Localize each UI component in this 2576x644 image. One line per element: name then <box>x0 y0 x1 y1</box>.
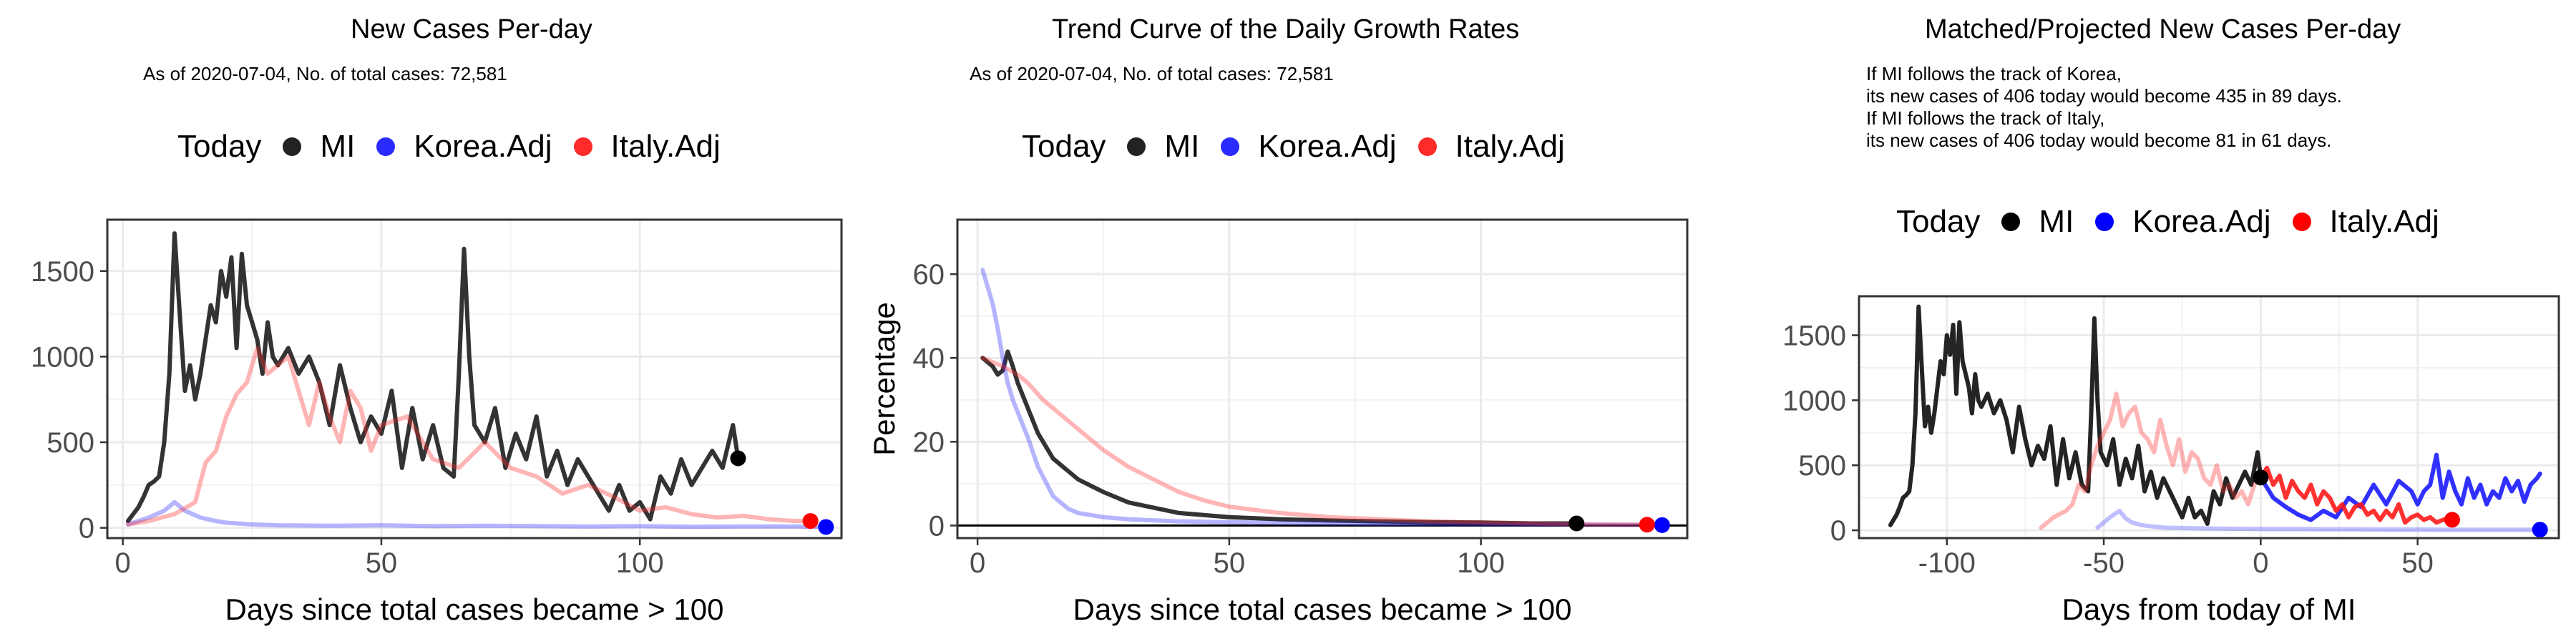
y-tick-label: 0 <box>929 510 945 542</box>
today-point-italy-adj <box>803 513 819 529</box>
y-tick-label: 0 <box>79 513 94 545</box>
y-tick-label: 1500 <box>1782 321 1846 352</box>
x-tick-label: -50 <box>2083 547 2124 579</box>
x-tick-label: 0 <box>2253 547 2268 579</box>
x-axis-title: Days since total cases became > 100 <box>225 592 724 626</box>
x-tick-label: 50 <box>2401 547 2434 579</box>
y-tick-label: 500 <box>47 427 94 459</box>
series-line-mi <box>128 233 738 521</box>
y-tick-label: 0 <box>1830 515 1846 547</box>
series-line-korea-adj <box>128 502 826 527</box>
y-tick-label: 40 <box>913 343 945 374</box>
today-point-mi <box>2253 469 2268 485</box>
panel-new-cases: New Cases Per-day As of 2020-07-04, No. … <box>0 0 859 644</box>
x-tick-label: 50 <box>1214 547 1246 579</box>
x-axis-title: Days since total cases became > 100 <box>1073 592 1572 626</box>
grid <box>1859 296 2559 538</box>
chart-plot-growth-rates: 0 50 100 0 20 40 60 Days since total cases beca… <box>859 0 1717 644</box>
series-line-korea-adj <box>982 270 1662 525</box>
y-tick-label: 1000 <box>1782 385 1846 416</box>
series-line-mi <box>982 351 1576 523</box>
grid <box>107 220 841 538</box>
today-point-italy-adj <box>2444 512 2460 527</box>
x-tick-label: 100 <box>616 547 664 579</box>
panel-projected: Matched/Projected New Cases Per-day If M… <box>1717 0 2576 644</box>
y-tick-label: 60 <box>913 259 945 291</box>
today-point-korea-adj <box>818 519 834 535</box>
x-tick-label: 0 <box>115 547 131 579</box>
plot-border <box>1859 296 2559 538</box>
grid <box>957 220 1687 538</box>
y-tick-label: 500 <box>1798 450 1846 482</box>
today-point-italy-adj <box>1639 517 1655 532</box>
y-tick-label: 20 <box>913 426 945 458</box>
today-point-korea-adj <box>2532 522 2548 537</box>
today-point-korea-adj <box>1654 517 1670 533</box>
panel-growth-rates: Trend Curve of the Daily Growth Rates As… <box>859 0 1717 644</box>
plot-border <box>107 220 841 538</box>
y-tick-label: 1500 <box>31 256 94 288</box>
today-point-mi <box>730 451 746 467</box>
plot-border <box>957 220 1687 538</box>
x-tick-label: 0 <box>970 547 985 579</box>
x-tick-label: 100 <box>1457 547 1505 579</box>
y-axis-title: Percentage <box>867 302 901 456</box>
x-tick-label: 50 <box>366 547 398 579</box>
y-tick-label: 1000 <box>31 341 94 373</box>
today-point-mi <box>1568 516 1584 532</box>
x-tick-label: -100 <box>1918 547 1976 579</box>
x-axis-title: Days from today of MI <box>2062 592 2356 626</box>
